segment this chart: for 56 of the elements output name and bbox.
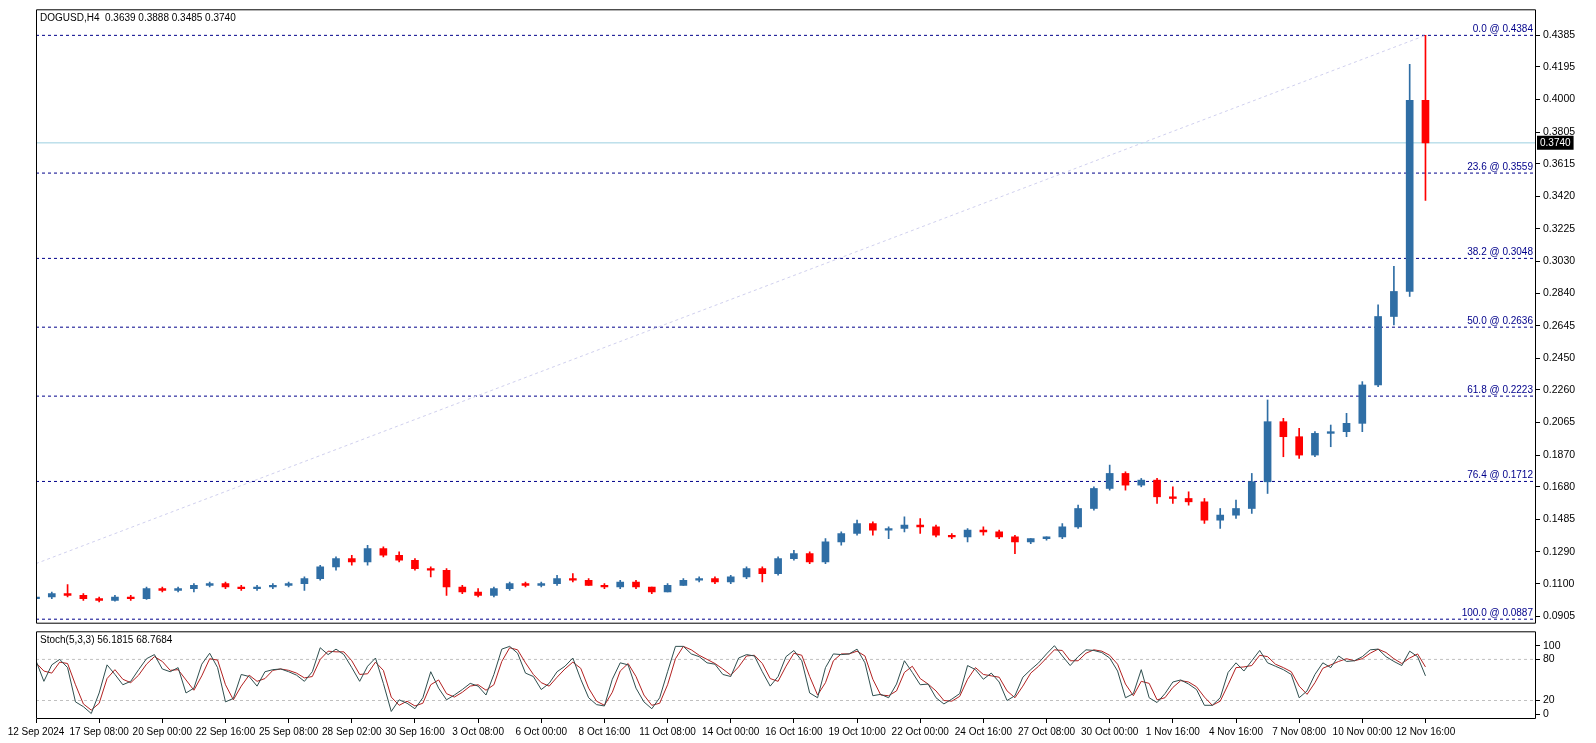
y-tick-label: 0.3030 <box>1543 254 1576 267</box>
y-tick-label: 0.3420 <box>1543 189 1576 202</box>
chart-title: Stoch(5,3,3) 56.1815 68.7684 <box>40 634 173 646</box>
y-tick-label: 0.1485 <box>1543 512 1576 525</box>
ref-line-label: 23.6 @ 0.3559 <box>1467 160 1534 172</box>
y-tick-label: 0.1290 <box>1543 544 1576 557</box>
y-tick-label: 20 <box>1543 693 1555 706</box>
y-tick-label: 0.4000 <box>1543 92 1576 105</box>
x-tick-label: 8 Oct 16:00 <box>578 725 631 737</box>
ref-line-label: 76.4 @ 0.1712 <box>1467 469 1534 481</box>
ref-line-label: 0.0 @ 0.4384 <box>1472 23 1534 35</box>
y-tick-label: 0.4195 <box>1543 59 1576 72</box>
x-tick-label: 22 Oct 00:00 <box>891 725 950 737</box>
y-tick-label: 0.2450 <box>1543 351 1576 364</box>
x-tick-label: 28 Sep 02:00 <box>322 725 382 737</box>
chart-title: DOGUSD,H4 0.3639 0.3888 0.3485 0.3740 <box>40 12 237 24</box>
y-tick-label: 80 <box>1543 652 1555 665</box>
x-tick-label: 3 Oct 08:00 <box>452 725 505 737</box>
y-tick-label: 0.3615 <box>1543 156 1576 169</box>
ref-line-label: 61.8 @ 0.2223 <box>1467 383 1534 395</box>
x-tick-label: 4 Nov 16:00 <box>1209 725 1264 737</box>
y-tick-label: 0.1870 <box>1543 447 1576 460</box>
x-tick-label: 1 Nov 16:00 <box>1145 725 1201 737</box>
y-tick-label: 0.3805 <box>1543 124 1576 137</box>
y-tick-label: 100 <box>1543 638 1561 651</box>
y-tick-label: 0.1680 <box>1543 479 1576 492</box>
x-tick-label: 30 Oct 00:00 <box>1081 725 1139 737</box>
y-tick-label: 0.4385 <box>1543 28 1576 41</box>
ref-line-label: 38.2 @ 0.3048 <box>1467 246 1534 258</box>
x-tick-label: 6 Oct 00:00 <box>515 725 568 737</box>
ref-line-label: 50.0 @ 0.2636 <box>1467 314 1534 326</box>
y-tick-label: 0.3225 <box>1543 221 1576 234</box>
x-tick-label: 22 Sep 16:00 <box>195 725 256 737</box>
x-tick-label: 30 Sep 16:00 <box>385 725 446 737</box>
y-tick-label: 0.2065 <box>1543 415 1576 428</box>
x-tick-label: 19 Oct 10:00 <box>828 725 887 737</box>
x-tick-label: 17 Sep 08:00 <box>69 725 130 737</box>
x-tick-label: 27 Oct 08:00 <box>1017 725 1076 737</box>
x-tick-label: 7 Nov 08:00 <box>1272 725 1327 737</box>
x-tick-label: 14 Oct 00:00 <box>702 725 760 737</box>
x-tick-label: 12 Sep 2024 <box>7 725 65 737</box>
y-tick-label: 0 <box>1543 707 1549 720</box>
x-tick-label: 24 Oct 16:00 <box>954 725 1013 737</box>
x-tick-label: 20 Sep 00:00 <box>132 725 193 737</box>
y-tick-label: 0.0905 <box>1543 609 1576 622</box>
x-tick-label: 16 Oct 16:00 <box>765 725 823 737</box>
ref-line-label: 0.3740 <box>1540 136 1572 148</box>
x-tick-label: 12 Nov 16:00 <box>1395 725 1456 737</box>
x-tick-label: 25 Sep 08:00 <box>258 725 319 737</box>
y-tick-label: 0.2645 <box>1543 318 1576 331</box>
x-tick-label: 10 Nov 00:00 <box>1332 725 1393 737</box>
y-tick-label: 0.2260 <box>1543 382 1576 395</box>
ref-line-label: 100.0 @ 0.0887 <box>1461 606 1534 618</box>
x-tick-label: 11 Oct 08:00 <box>639 725 697 737</box>
y-tick-label: 0.2840 <box>1543 286 1576 299</box>
y-tick-label: 0.1100 <box>1543 576 1575 589</box>
